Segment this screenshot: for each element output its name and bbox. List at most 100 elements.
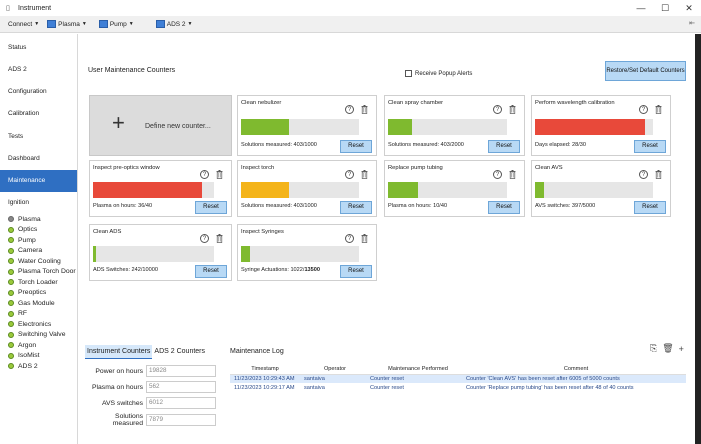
sidebar-item-ignition[interactable]: Ignition [8, 199, 29, 206]
sidebar-subitem-isomist[interactable]: IsoMist [8, 351, 40, 361]
reset-button[interactable]: Reset [340, 265, 372, 278]
log-row[interactable]: 11/23/2023 10:29:43 AM santaiva Counter … [230, 374, 686, 383]
trash-icon[interactable] [655, 170, 662, 179]
help-icon[interactable]: ? [345, 170, 354, 179]
sidebar-subitem-preoptics[interactable]: Preoptics [8, 288, 46, 298]
sidebar-subitem-pump[interactable]: Pump [8, 235, 36, 245]
pump-icon [98, 20, 108, 28]
help-icon[interactable]: ? [493, 105, 502, 114]
define-new-counter-button[interactable]: + Define new counter... [89, 95, 232, 156]
sidebar-subitem-plasma-torch-door[interactable]: Plasma Torch Door [8, 267, 76, 277]
ads-menu[interactable]: ADS 2 ▼ [155, 20, 193, 28]
counter-value-field: 6012 [146, 397, 216, 409]
plasma-menu[interactable]: Plasma ▼ [47, 20, 87, 28]
help-icon[interactable]: ? [639, 105, 648, 114]
column-header[interactable]: Maintenance Performed [370, 365, 466, 375]
help-icon[interactable]: ? [639, 170, 648, 179]
status-dot-icon [8, 237, 14, 243]
trash-icon[interactable] [509, 170, 516, 179]
pump-label: Pump [109, 20, 127, 28]
trash-icon[interactable] [655, 105, 662, 114]
counter-status: AVS switches: 397/5000 [535, 203, 596, 209]
help-icon[interactable]: ? [345, 234, 354, 243]
sidebar-subitem-camera[interactable]: Camera [8, 246, 42, 256]
counter-status-prefix: Syringe Actuations: 1022/ [241, 267, 305, 273]
help-icon[interactable]: ? [493, 170, 502, 179]
title-bar: ▯ Instrument — ☐ ✕ [0, 0, 701, 16]
trash-icon[interactable] [216, 170, 223, 179]
counter-label: Power on hours [95, 367, 143, 375]
counter-value-field: 562 [146, 381, 216, 393]
trash-icon[interactable] [216, 234, 223, 243]
trash-icon[interactable] [361, 105, 368, 114]
help-icon[interactable]: ? [200, 170, 209, 179]
status-dot-icon [8, 216, 14, 222]
tab-ads-counters[interactable]: ADS 2 Counters [154, 348, 206, 355]
progress-fill [388, 182, 418, 198]
sidebar-subitem-rf[interactable]: RF [8, 309, 27, 319]
reset-button[interactable]: Reset [195, 265, 227, 278]
pump-menu[interactable]: Pump ▼ [98, 20, 134, 28]
log-operator: santaiva [300, 374, 370, 383]
reset-button[interactable]: Reset [340, 201, 372, 214]
sidebar-subitem-optics[interactable]: Optics [8, 225, 37, 235]
ads-icon [155, 20, 165, 28]
log-comment: Counter 'Clean AVS' has been reset after… [466, 374, 686, 383]
sidebar-subitem-electronics[interactable]: Electronics [8, 319, 51, 329]
sidebar-subitem-argon[interactable]: Argon [8, 340, 36, 350]
status-dot-icon [8, 247, 14, 254]
restore-defaults-button[interactable]: Restore/Set Default Counters [605, 61, 686, 81]
column-header[interactable]: Comment [466, 365, 686, 375]
tab-instrument-counters[interactable]: Instrument Counters [85, 345, 153, 359]
sidebar-subitem-ads-2[interactable]: ADS 2 [8, 361, 38, 371]
instrument-counter-row: Power on hours 19828 [85, 365, 216, 377]
reset-button[interactable]: Reset [195, 201, 227, 214]
progress-fill [93, 246, 96, 262]
sidebar-subitem-label: Plasma Torch Door [18, 268, 76, 275]
sidebar-item-ads-2[interactable]: ADS 2 [8, 66, 27, 73]
progress-track [241, 182, 359, 198]
trash-icon[interactable]: 🗑 [662, 343, 674, 353]
export-icon[interactable]: ⎘ [650, 343, 658, 353]
sidebar-item-maintenance[interactable]: Maintenance [0, 170, 77, 192]
reset-button[interactable]: Reset [634, 201, 666, 214]
sidebar-subitem-plasma[interactable]: Plasma [8, 214, 41, 224]
sidebar-subitem-torch-loader[interactable]: Torch Loader [8, 277, 58, 287]
trash-icon[interactable] [361, 170, 368, 179]
trash-icon[interactable] [361, 234, 368, 243]
connect-menu[interactable]: Connect ▼ [8, 21, 39, 28]
minimize-button[interactable]: — [636, 3, 646, 13]
trash-icon[interactable] [509, 105, 516, 114]
reset-button[interactable]: Reset [488, 201, 520, 214]
vertical-scrollbar[interactable] [695, 34, 701, 444]
sidebar-item-configuration[interactable]: Configuration [8, 88, 47, 95]
progress-track [535, 182, 653, 198]
reset-button[interactable]: Reset [340, 140, 372, 153]
close-button[interactable]: ✕ [685, 3, 693, 13]
add-icon[interactable]: + [678, 343, 684, 354]
column-header[interactable]: Timestamp [230, 365, 300, 375]
help-icon[interactable]: ? [200, 234, 209, 243]
maximize-button[interactable]: ☐ [660, 3, 670, 13]
column-header[interactable]: Operator [300, 365, 370, 375]
sidebar-item-dashboard[interactable]: Dashboard [8, 155, 40, 162]
pin-icon[interactable]: ⇤ [689, 20, 695, 27]
reset-button[interactable]: Reset [488, 140, 520, 153]
counter-status: Solutions measured: 403/2000 [388, 142, 464, 148]
help-icon[interactable]: ? [345, 105, 354, 114]
log-operator: santaiva [304, 384, 325, 391]
reset-button[interactable]: Reset [634, 140, 666, 153]
counter-title: Inspect Syringes [241, 229, 284, 235]
sidebar-subitem-switching-valve[interactable]: Switching Valve [8, 330, 65, 340]
progress-fill [241, 182, 289, 198]
sidebar-item-status[interactable]: Status [8, 44, 27, 51]
sidebar-subitem-water-cooling[interactable]: Water Cooling [8, 256, 61, 266]
counter-card: Inspect Syringes ? Syringe Actuations: 1… [237, 224, 377, 281]
log-row[interactable]: 11/23/2023 10:29:17 AM santaiva Counter … [230, 383, 686, 392]
sidebar-item-calibration[interactable]: Calibration [8, 110, 40, 117]
sidebar-item-tests[interactable]: Tests [8, 133, 24, 140]
counter-value-field: 19828 [146, 365, 216, 377]
checkbox-box[interactable] [405, 70, 412, 77]
sidebar-subitem-gas-module[interactable]: Gas Module [8, 298, 55, 308]
popup-alerts-checkbox[interactable]: Receive Popup Alerts [405, 70, 472, 77]
